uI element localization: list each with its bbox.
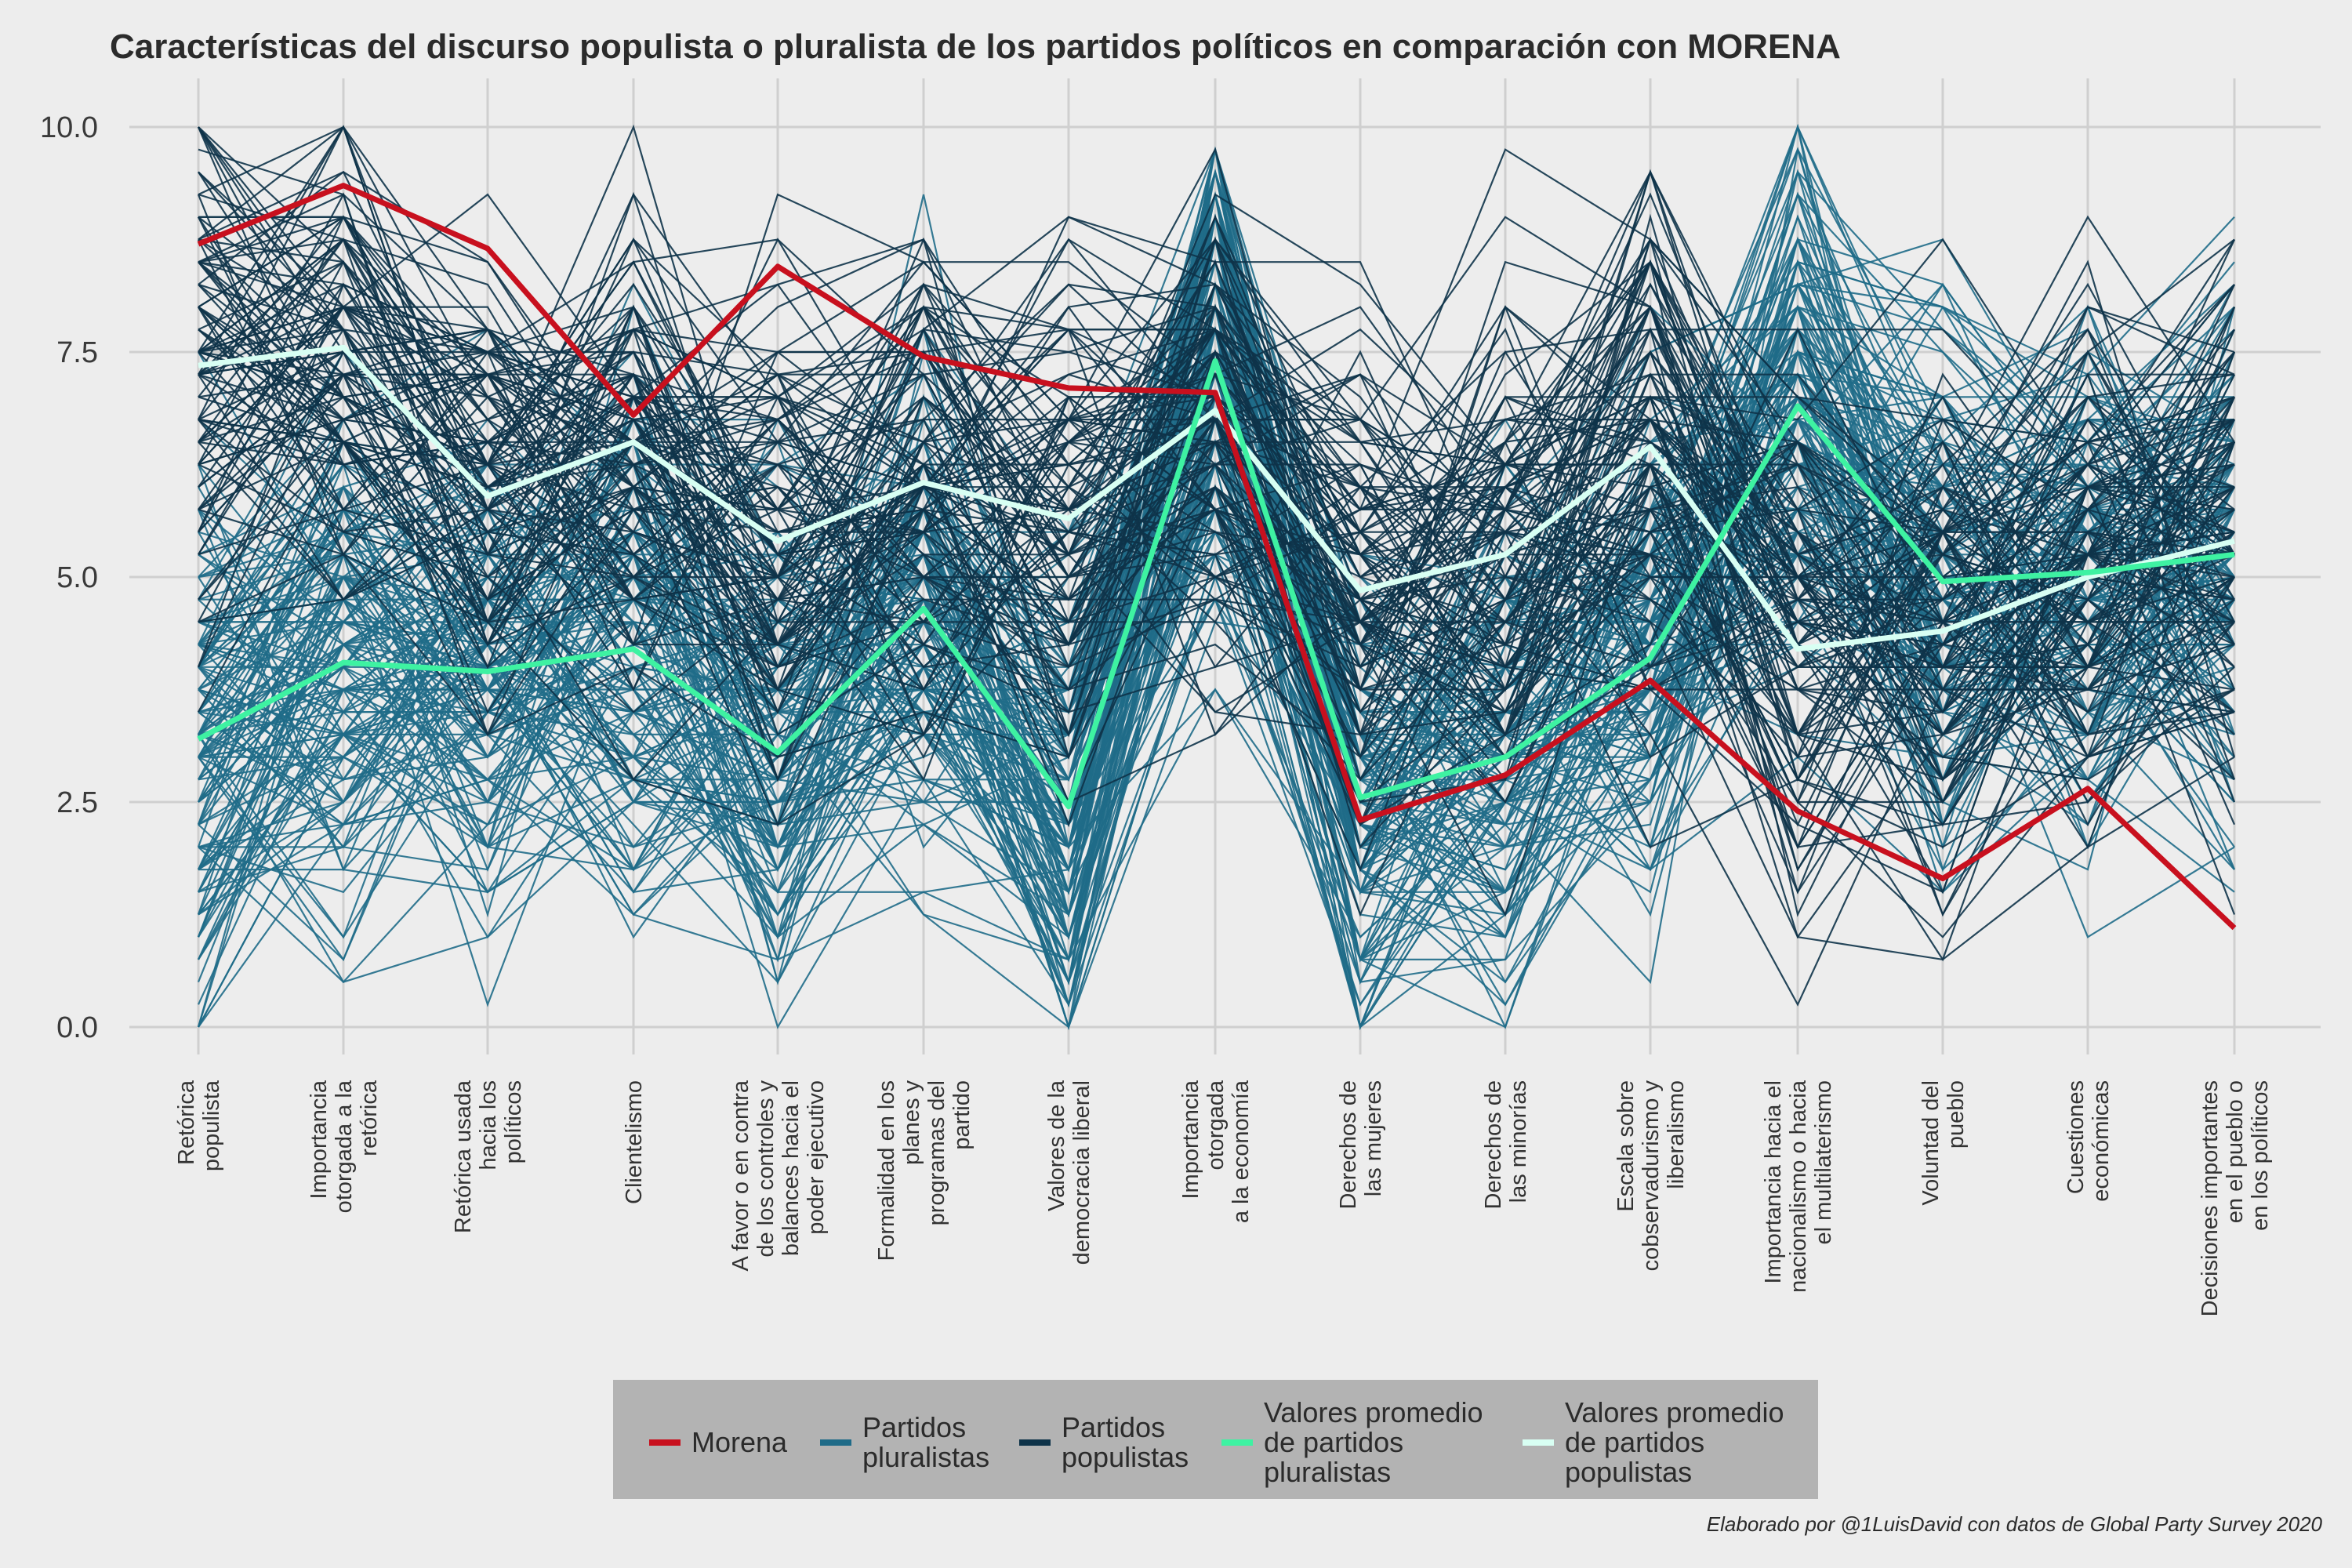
- y-tick-label: 10.0: [40, 111, 98, 144]
- x-tick-label: Retórica usadahacia lospolíticos: [451, 1080, 526, 1233]
- x-tick-label: Formalidad en losplanes yprogramas delpa…: [874, 1080, 975, 1261]
- x-tick-label: Derechos delas minorías: [1481, 1080, 1531, 1209]
- party-line: [198, 351, 2235, 736]
- x-tick-label: A favor o en contrade los controles ybal…: [728, 1080, 829, 1271]
- legend-label: Partidos pluralistas: [862, 1411, 989, 1473]
- x-tick-label: Derechos delas mujeres: [1336, 1080, 1386, 1209]
- x-axis: Retóricapopulista Importanciaotorgada a l…: [174, 1080, 2273, 1316]
- party-line: [198, 305, 2235, 759]
- legend: Morena Partidos pluralistas Partidos populis…: [613, 1380, 1818, 1499]
- y-axis: 0.0 2.5 5.0 7.5 10.0: [40, 111, 98, 1044]
- legend-label: Morena: [691, 1426, 788, 1458]
- party-line: [198, 284, 2235, 669]
- legend-label: Valores promedio de partidos pluralistas: [1264, 1396, 1483, 1488]
- x-tick-label: Clientelismo: [622, 1080, 647, 1204]
- party-line: [198, 350, 2235, 827]
- highlight-lines: [197, 183, 2237, 931]
- x-tick-label: Valores de lademocracia liberal: [1044, 1080, 1094, 1265]
- series-line: [197, 183, 2237, 931]
- y-tick-label: 2.5: [56, 786, 98, 819]
- party-line: [198, 282, 2235, 782]
- y-tick-label: 0.0: [56, 1011, 98, 1044]
- legend-label: Partidos populistas: [1062, 1411, 1189, 1473]
- x-tick-label: Importanciaotorgadaa la economía: [1178, 1080, 1254, 1223]
- y-tick-label: 5.0: [56, 561, 98, 594]
- x-tick-label: Importancia hacia elnacionalismo o hacia…: [1761, 1080, 1836, 1293]
- y-tick-label: 7.5: [56, 336, 98, 369]
- x-tick-label: Importanciaotorgada a laretórica: [307, 1080, 382, 1213]
- party-line: [198, 284, 2235, 781]
- chart-caption: Elaborado por @1LuisDavid con datos de G…: [1707, 1512, 2323, 1536]
- chart-title: Características del discurso populista o…: [110, 27, 1841, 66]
- legend-label: Valores promedio de partidos populistas: [1565, 1396, 1784, 1488]
- legend-box: [613, 1380, 1818, 1499]
- party-lines: [197, 123, 2236, 1031]
- series-line: [198, 344, 2235, 652]
- x-tick-label: Voluntad delpueblo: [1918, 1080, 1969, 1206]
- x-tick-label: Decisiones importantesen el pueblo oen l…: [2198, 1080, 2273, 1316]
- party-line: [198, 306, 2235, 781]
- x-tick-label: Cuestioneseconómicas: [2063, 1080, 2114, 1202]
- x-tick-label: Escala sobrecobservadurismo yliberalismo: [1613, 1080, 1689, 1272]
- party-line: [198, 126, 2235, 624]
- x-tick-label: Retóricapopulista: [174, 1080, 224, 1171]
- series-line: [197, 358, 2235, 810]
